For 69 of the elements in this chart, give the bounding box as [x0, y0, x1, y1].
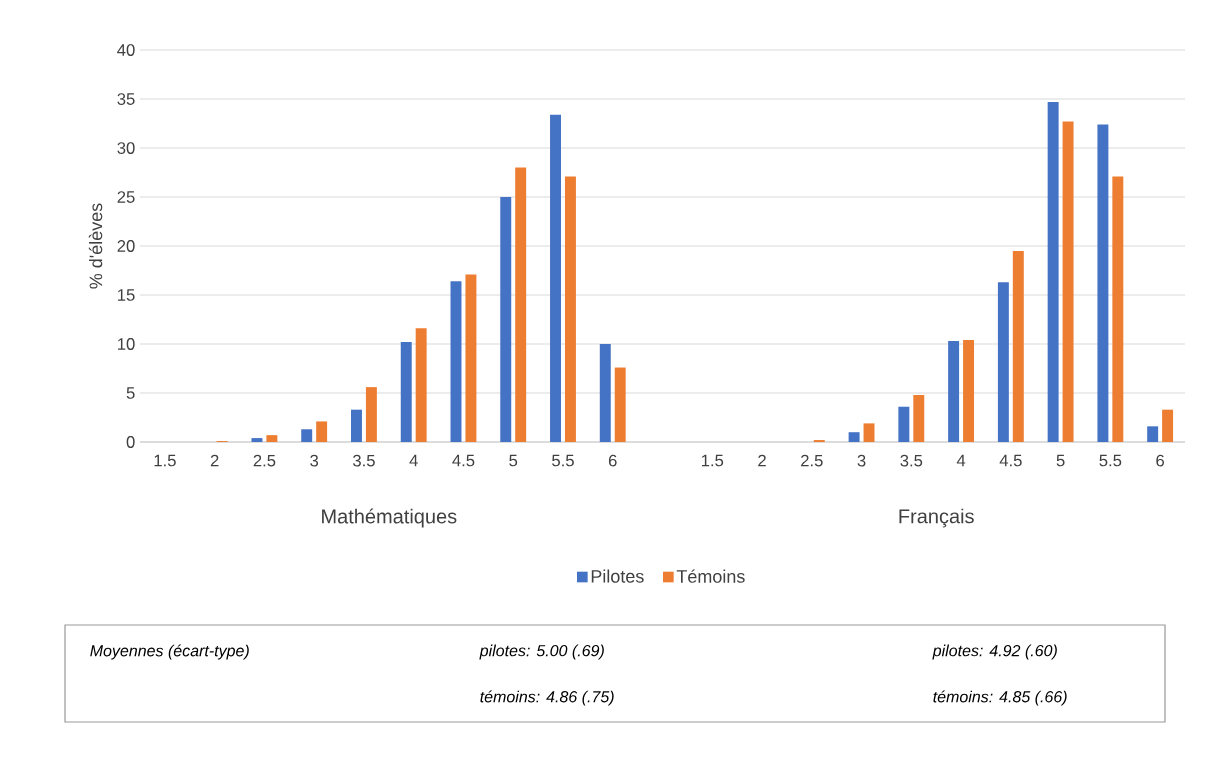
- y-tick-label: 20: [117, 240, 135, 252]
- bar: [316, 421, 328, 443]
- bar: [1147, 426, 1159, 443]
- bar: [1097, 124, 1109, 443]
- bar: [848, 432, 860, 443]
- bar: [1012, 250, 1024, 443]
- x-tick-label: 2: [758, 454, 766, 467]
- x-tick-label: 5: [509, 454, 518, 467]
- bar: [1047, 101, 1059, 443]
- bar: [266, 435, 278, 443]
- x-tick-label: 4.5: [999, 454, 1022, 467]
- x-tick-label: 5.5: [1099, 454, 1122, 467]
- bar: [564, 176, 576, 443]
- legend-label: Pilotes: [591, 569, 644, 583]
- bar: [400, 342, 412, 443]
- x-tick-label: 5: [1056, 454, 1065, 467]
- x-tick-label: 3.5: [352, 454, 375, 467]
- x-tick-label: 2.5: [801, 454, 823, 467]
- bar: [948, 341, 960, 443]
- bar: [997, 282, 1009, 443]
- bar: [550, 114, 561, 443]
- text: Moyennes (écart-type): [90, 644, 249, 660]
- x-tick-label: 3: [857, 454, 866, 467]
- y-tick-label: 35: [117, 93, 135, 105]
- y-tick-label: 30: [117, 142, 135, 154]
- bar: [1112, 176, 1124, 443]
- bar: [500, 197, 512, 443]
- x-tick-label: 4.5: [452, 454, 475, 467]
- text: pilotes: 5.00 (.69): [479, 644, 604, 660]
- bar: [351, 409, 362, 443]
- bar: [614, 367, 626, 443]
- x-tick-label: 3.5: [900, 454, 923, 467]
- text: Français: [899, 508, 974, 528]
- x-tick-label: 6: [1156, 454, 1165, 467]
- bar: [599, 344, 611, 443]
- y-tick-label: 5: [126, 387, 135, 399]
- bar: [301, 429, 313, 443]
- x-tick-label: 5.5: [552, 454, 574, 467]
- bar: [365, 387, 377, 443]
- y-tick-label: 10: [118, 338, 135, 350]
- x-tick-label: 3: [310, 454, 319, 467]
- legend-label: Témoins: [676, 569, 745, 583]
- bar: [1062, 121, 1074, 443]
- text: témoins: 4.86 (.75): [480, 690, 614, 706]
- bar: [913, 394, 925, 443]
- bar: [515, 167, 527, 443]
- x-tick-label: 1.5: [154, 454, 176, 467]
- text: pilotes: 4.92 (.60): [932, 644, 1057, 660]
- bar: [450, 281, 462, 443]
- y-axis-title: % d'élèves: [88, 203, 103, 289]
- y-tick-label: 15: [118, 289, 135, 301]
- x-tick-label: 4: [409, 454, 418, 467]
- y-tick-label: 40: [117, 44, 135, 56]
- bar: [415, 328, 427, 443]
- x-tick-label: 4: [956, 454, 966, 467]
- text: témoins: 4.85 (.66): [933, 690, 1067, 706]
- y-tick-label: 25: [117, 191, 135, 203]
- bar: [963, 340, 975, 443]
- bar: [898, 406, 910, 443]
- text: Mathématiques: [322, 508, 457, 528]
- x-tick-label: 2.5: [253, 454, 276, 467]
- bar: [251, 438, 263, 443]
- x-tick-label: 1.5: [701, 454, 724, 467]
- y-tick-label: 0: [126, 436, 135, 448]
- bar: [1162, 409, 1174, 443]
- x-tick-label: 6: [608, 454, 617, 467]
- bar: [465, 274, 477, 443]
- bar: [863, 423, 875, 443]
- x-tick-label: 2: [210, 454, 219, 467]
